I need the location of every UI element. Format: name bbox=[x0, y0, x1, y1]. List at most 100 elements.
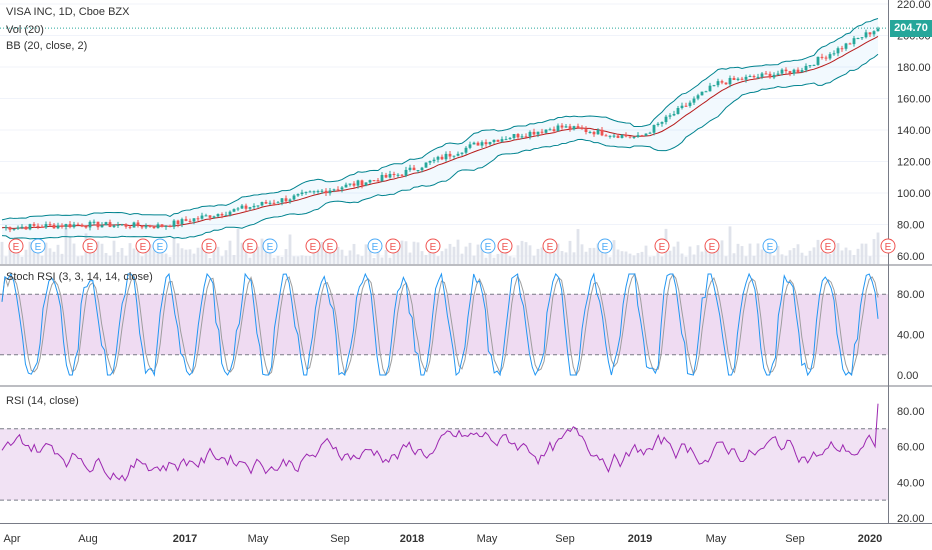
volume-bar bbox=[660, 256, 664, 264]
candle-body bbox=[128, 226, 132, 228]
candle-body bbox=[764, 73, 768, 75]
candle-body bbox=[588, 131, 592, 133]
volume-bar bbox=[248, 257, 252, 264]
volume-bar bbox=[748, 243, 752, 264]
candle-body bbox=[412, 167, 416, 171]
candle-body bbox=[56, 225, 60, 229]
volume-bar bbox=[808, 250, 812, 264]
rsi-band-fill bbox=[0, 428, 888, 501]
time-tick-label: Sep bbox=[555, 533, 575, 545]
stoch-rsi-label[interactable]: Stoch RSI (3, 3, 14, 14, close) bbox=[6, 271, 153, 283]
candle-body bbox=[460, 152, 464, 154]
time-tick-label: Aug bbox=[78, 533, 98, 545]
volume-bar bbox=[472, 255, 476, 264]
candle-body bbox=[632, 136, 636, 138]
volume-bar bbox=[580, 244, 584, 264]
candle-body bbox=[652, 125, 656, 133]
candle-body bbox=[696, 95, 700, 99]
bollinger-indicator-label[interactable]: BB (20, close, 2) bbox=[6, 40, 88, 52]
volume-bar bbox=[496, 253, 500, 264]
candle-body bbox=[276, 202, 280, 204]
candle-body bbox=[592, 131, 596, 135]
candle-body bbox=[740, 78, 744, 80]
candle-body bbox=[524, 136, 528, 138]
candle-body bbox=[52, 224, 56, 229]
candle-body bbox=[760, 73, 764, 77]
candle-body bbox=[600, 129, 604, 136]
volume-bar bbox=[140, 256, 144, 264]
volume-bar bbox=[448, 243, 452, 264]
volume-bar bbox=[404, 241, 408, 264]
candle-body bbox=[104, 222, 108, 226]
candle-body bbox=[496, 139, 500, 142]
candle-body bbox=[416, 170, 420, 172]
candle-body bbox=[640, 135, 644, 137]
volume-bar bbox=[568, 240, 572, 264]
earnings-marker bbox=[201, 238, 217, 254]
candle-body bbox=[544, 129, 548, 133]
candle-body bbox=[780, 69, 784, 74]
volume-bar bbox=[388, 257, 392, 264]
candle-body bbox=[832, 53, 836, 55]
volume-bar bbox=[184, 249, 188, 264]
volume-bar bbox=[336, 246, 340, 264]
candle-body bbox=[60, 225, 64, 227]
candle-body bbox=[172, 220, 176, 227]
candle-body bbox=[580, 128, 584, 130]
volume-bar bbox=[440, 251, 444, 264]
volume-bar bbox=[424, 254, 428, 264]
volume-bar bbox=[432, 251, 436, 264]
volume-bar bbox=[700, 251, 704, 264]
earnings-marker-label: E bbox=[310, 242, 317, 253]
candle-body bbox=[76, 224, 80, 226]
candle-body bbox=[792, 69, 796, 74]
candle-body bbox=[120, 224, 124, 226]
candle-body bbox=[548, 129, 552, 131]
volume-bar bbox=[272, 257, 276, 264]
time-tick-label: May bbox=[706, 533, 727, 545]
rsi-line bbox=[1, 403, 879, 482]
volume-bar bbox=[312, 252, 316, 264]
candle-body bbox=[492, 139, 496, 142]
volume-bar bbox=[380, 257, 384, 264]
volume-bar bbox=[572, 252, 576, 264]
candle-body bbox=[28, 224, 32, 230]
earnings-marker-label: E bbox=[140, 242, 147, 253]
earnings-marker bbox=[704, 238, 720, 254]
candle-body bbox=[856, 38, 860, 40]
volume-indicator-label[interactable]: Vol (20) bbox=[6, 24, 44, 36]
volume-bar bbox=[624, 251, 628, 264]
candle-body bbox=[176, 220, 180, 225]
volume-bar bbox=[276, 255, 280, 264]
time-tick-label: May bbox=[477, 533, 498, 545]
candle-body bbox=[360, 180, 364, 186]
candle-body bbox=[556, 125, 560, 132]
candle-body bbox=[440, 156, 444, 160]
candle-body bbox=[420, 167, 424, 171]
earnings-marker-label: E bbox=[709, 242, 716, 253]
volume-bar bbox=[492, 257, 496, 264]
volume-bar bbox=[712, 250, 716, 264]
candle-body bbox=[720, 81, 724, 83]
volume-bar bbox=[124, 255, 128, 264]
earnings-marker bbox=[82, 238, 98, 254]
candle-body bbox=[8, 227, 12, 230]
candle-body bbox=[376, 180, 380, 182]
volume-bar bbox=[800, 252, 804, 264]
volume-bar bbox=[828, 254, 832, 264]
earnings-marker-label: E bbox=[87, 242, 94, 253]
volume-bar bbox=[636, 253, 640, 264]
volume-bar bbox=[564, 252, 568, 264]
candle-body bbox=[612, 135, 616, 137]
volume-bar bbox=[64, 228, 68, 264]
earnings-marker bbox=[597, 238, 613, 254]
candle-body bbox=[784, 69, 788, 72]
candle-body bbox=[144, 225, 148, 228]
rsi-label[interactable]: RSI (14, close) bbox=[6, 395, 79, 407]
candle-body bbox=[656, 123, 660, 126]
candle-body bbox=[380, 174, 384, 182]
volume-bar bbox=[264, 247, 268, 264]
volume-bar bbox=[188, 249, 192, 264]
price-tick-label: 100.00 bbox=[897, 188, 931, 200]
